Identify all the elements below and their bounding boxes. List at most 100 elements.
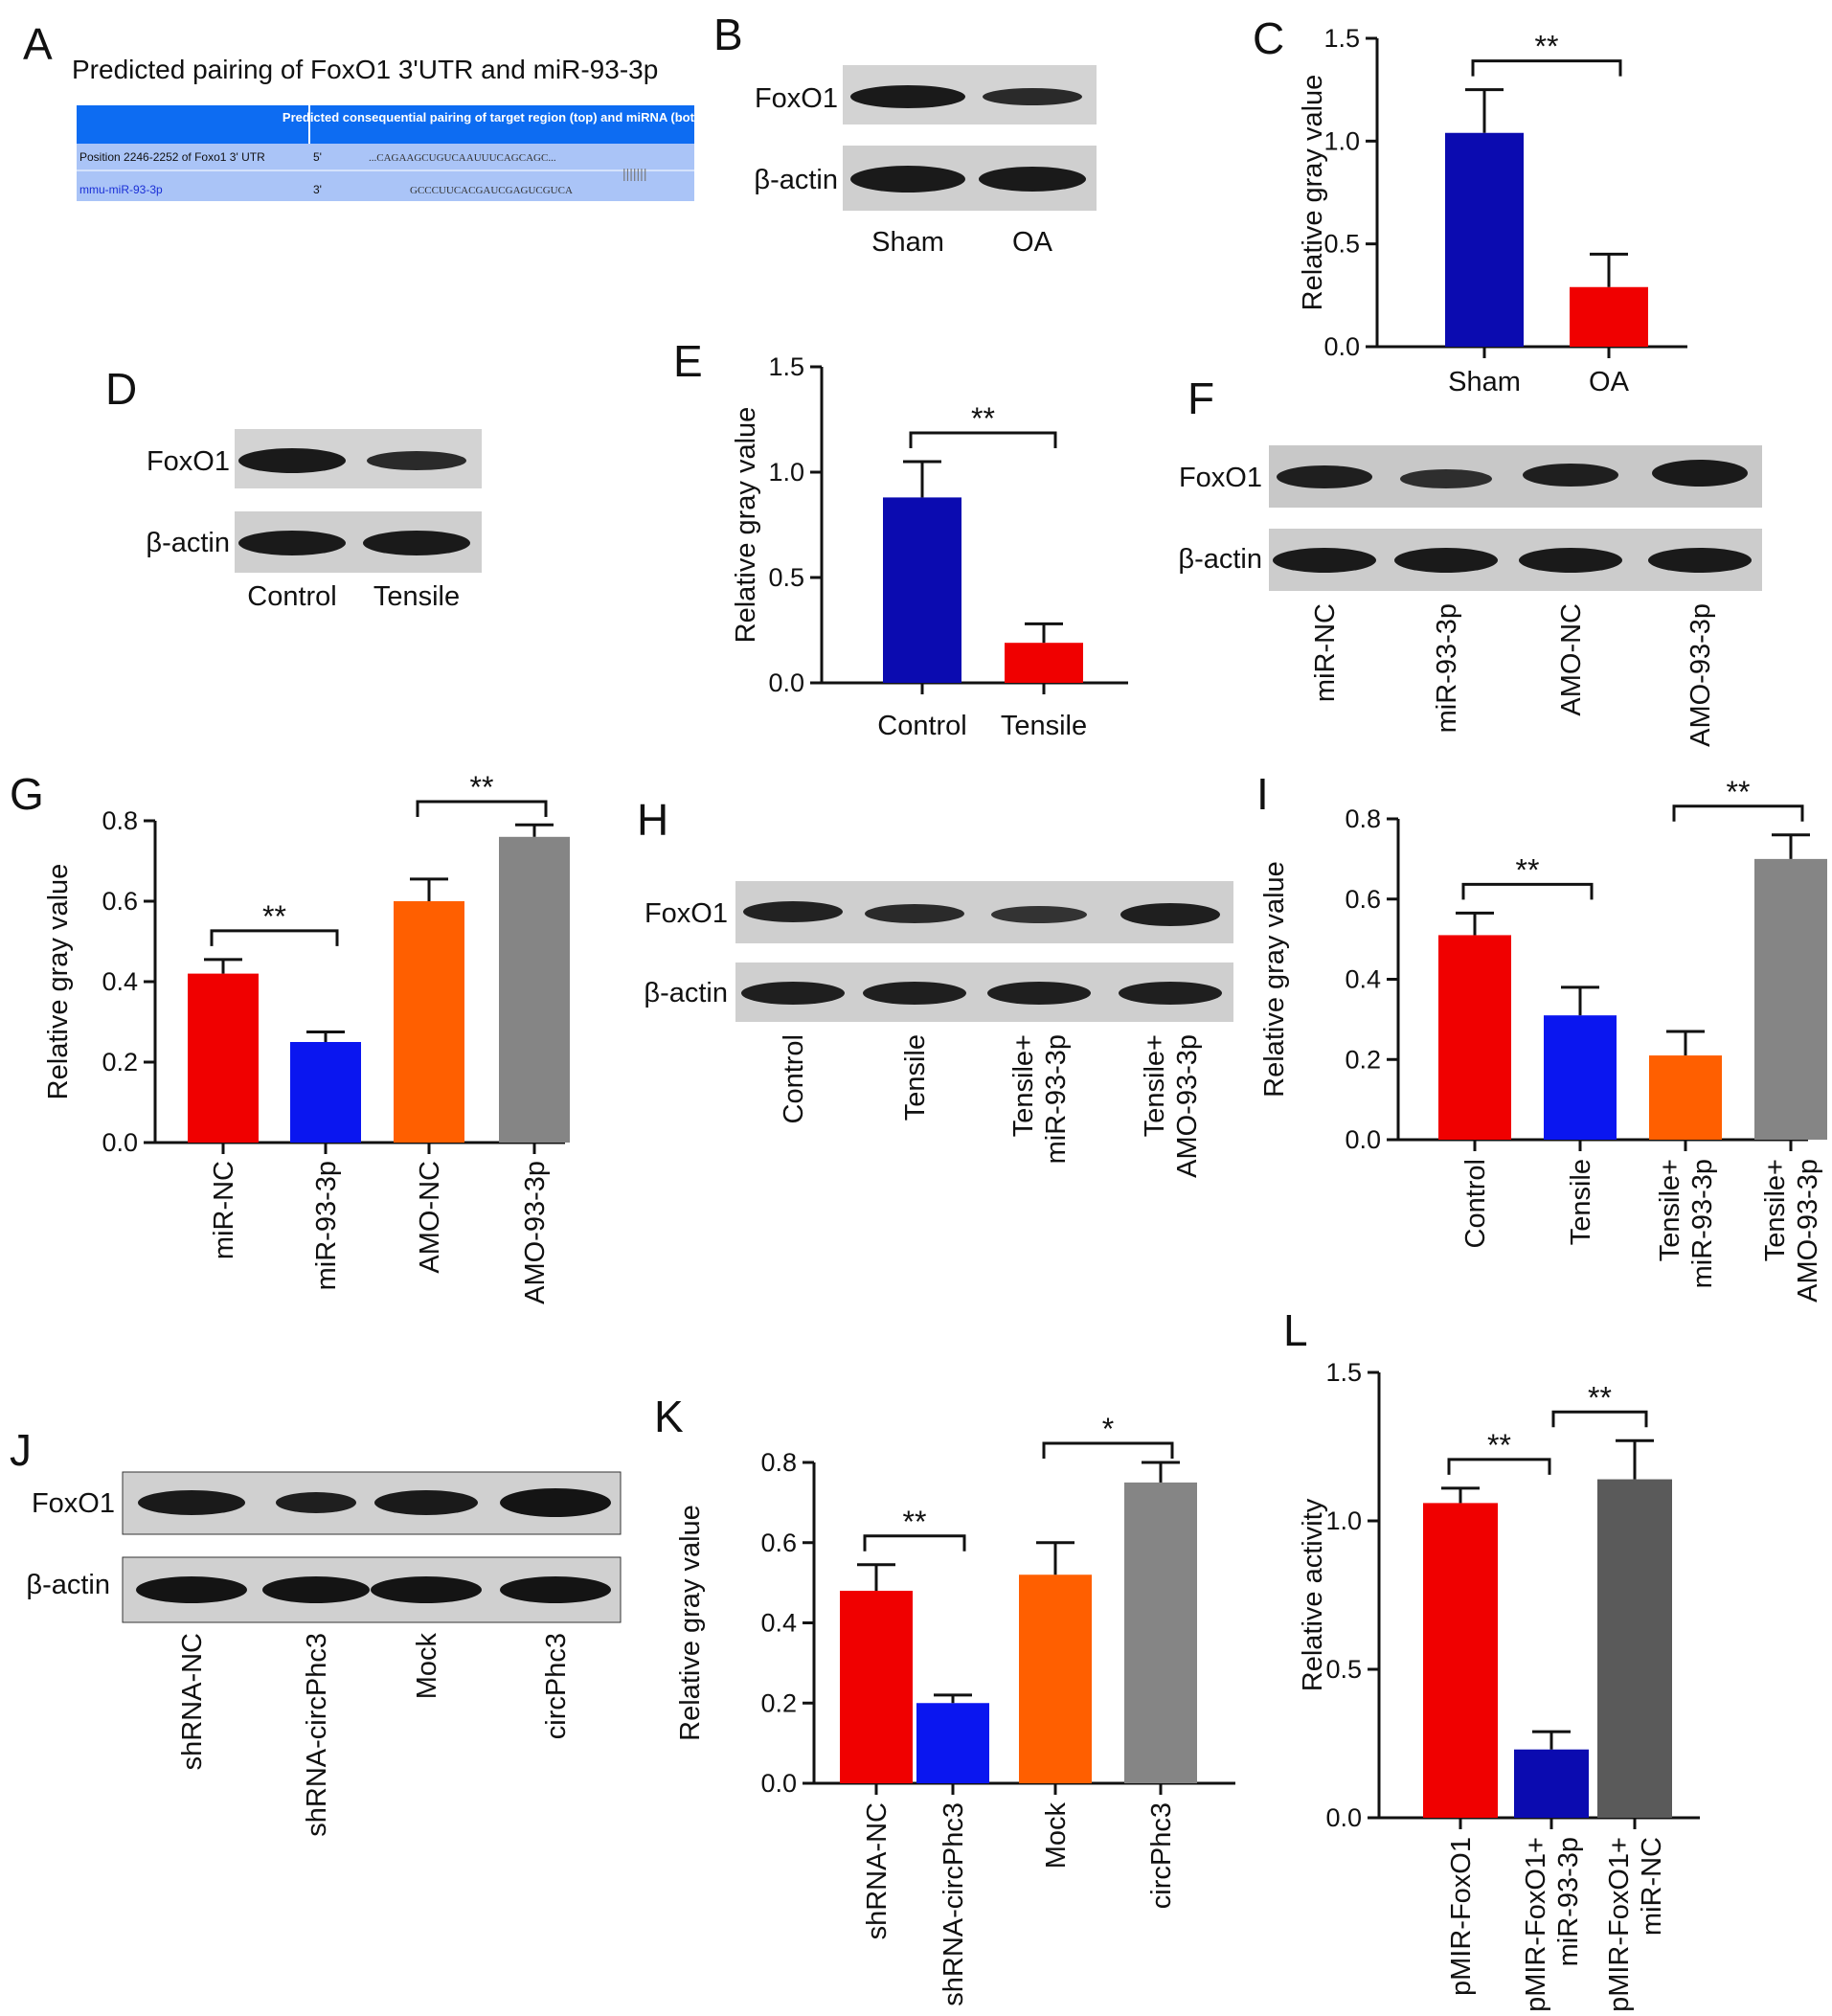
blot-lane-line: shRNA-NC [177,1633,208,1770]
panel-label-i: I [1256,769,1269,819]
x-tick-label: circPhc3 [1146,1802,1177,1909]
x-tick-label-line: shRNA-NC [862,1802,893,1939]
band [863,982,966,1005]
x-tick-label-line: Control [1460,1159,1491,1249]
y-tick-label: 1.5 [1325,1358,1362,1387]
significance-bracket [863,1534,966,1552]
y-tick-label: 1.5 [768,352,804,381]
significance-bracket [1471,59,1622,77]
blot-protein: FoxO1 [32,1488,115,1519]
panel-label-f: F [1187,374,1214,423]
significance-label: * [1102,1412,1114,1446]
blot-lane-line: AMO-93-3p [1172,1034,1203,1178]
band [238,531,346,555]
blot-lane: Tensile+ AMO-93-3p [1140,1034,1203,1178]
x-tick-label-line: miR-93-3p [1687,1159,1718,1288]
x-tick-label: Sham [1448,367,1521,397]
chart-k: 0.0 0.2 0.4 0.6 0.8 Relative gray value shRNA-… [675,1412,1235,2006]
x-tick-label: Tensile+ AMO-93-3p [1760,1159,1823,1302]
x-tick-label: Mock [1041,1802,1072,1869]
x-tick-label: pMIR-FoxO1 [1446,1837,1477,1996]
blot-protein: β-actin [754,165,838,195]
y-tick-label: 0.4 [1345,965,1381,994]
significance-label: ** [262,899,286,934]
y-axis-label: Relative gray value [1298,75,1328,311]
x-tick-label-line: miR-93-3p [1553,1837,1584,1966]
bar [1649,1055,1722,1140]
y-tick-label: 0.6 [102,887,138,916]
x-tick-label: miR-93-3p [311,1161,342,1290]
blot-lane: AMO-NC [1556,603,1587,716]
blot-lane-line: Control [779,1034,809,1124]
x-tick-label: Control [1460,1159,1491,1249]
bar [1754,858,1827,1140]
x-tick-label: pMIR-FoxO1+ miR-NC [1604,1837,1667,2012]
chart-i: 0.0 0.2 0.4 0.6 0.8 Relative gray value Contro… [1259,775,1827,1302]
band [983,88,1082,105]
blot-lane: shRNA-circPhc3 [302,1633,332,1837]
y-tick-label: 1.0 [1323,126,1360,155]
significance-label: ** [1516,852,1540,887]
significance-label: ** [1588,1380,1612,1415]
blot-lane: Tensile+ miR-93-3p [1008,1034,1072,1164]
y-axis-label: Relative gray value [675,1505,706,1741]
row1-seq: ...CAGAAGCUGUCAAUUUCAGCAGC... [369,152,556,164]
band [850,85,965,108]
significance-bracket [909,431,1057,448]
x-tick-label: Tensile [1566,1159,1596,1245]
y-tick-label: 0.2 [1345,1045,1381,1074]
y-tick-label: 0.0 [768,668,804,697]
bar [290,1042,361,1143]
y-tick-label: 0.4 [760,1609,797,1638]
bar [1005,643,1083,683]
row2-end: 3' [313,183,322,196]
panel-label-g: G [10,769,44,819]
table-header-bg [77,105,694,144]
table-body-bg [77,144,694,201]
y-tick-label: 0.8 [760,1448,797,1477]
band [371,1576,482,1603]
y-tick-label: 0.2 [760,1688,797,1717]
bar [1438,935,1511,1140]
band [262,1576,370,1603]
row1-label: Position 2246-2252 of Foxo1 3' UTR [79,150,265,164]
x-tick-label-line: miR-NC [1637,1837,1667,1936]
panel-label-e: E [673,336,703,386]
blot-lane: OA [1012,227,1053,258]
panel-label-b: B [713,10,743,59]
x-tick-label: OA [1589,367,1630,397]
band [1120,903,1220,926]
panel-a-title: Predicted pairing of FoxO1 3'UTR and miR… [72,55,658,84]
blot-protein: FoxO1 [147,446,230,477]
y-tick-label: 1.0 [768,458,804,487]
y-tick-label: 0.0 [1325,1803,1362,1832]
x-tick-label: miR-NC [209,1161,239,1259]
significance-bracket [1672,804,1804,822]
y-axis-label: Relative gray value [43,864,74,1100]
band [1273,548,1376,573]
band [238,448,346,473]
band [987,982,1091,1005]
chart-c: 0.0 0.5 1.0 1.5 Relative gray value Sham OA ** [1298,24,1687,397]
x-tick-label: AMO-NC [415,1161,445,1274]
blot-lane: miR-NC [1310,603,1341,702]
blot-j: FoxO1 β-actin [26,1471,622,1623]
y-tick-label: 0.8 [102,806,138,835]
bar [916,1703,989,1783]
band [1400,469,1492,488]
blot-lane-line: circPhc3 [541,1633,572,1739]
x-tick-label-line: miR-93-3p [311,1161,342,1290]
y-tick-label: 0.6 [1345,885,1381,914]
blot-lane-line: miR-93-3p [1041,1034,1072,1164]
bar [394,901,464,1143]
blot-protein: β-actin [146,528,230,558]
bar [1445,132,1524,347]
blot-lane: Tensile [900,1034,931,1121]
y-axis-label: Relative activity [1298,1498,1328,1691]
band [374,1490,478,1515]
blot-lane: Control [779,1034,809,1124]
significance-label: ** [1535,30,1559,64]
y-tick-label: 0.5 [1325,1655,1362,1684]
x-tick-label-line: Tensile [1566,1159,1596,1245]
